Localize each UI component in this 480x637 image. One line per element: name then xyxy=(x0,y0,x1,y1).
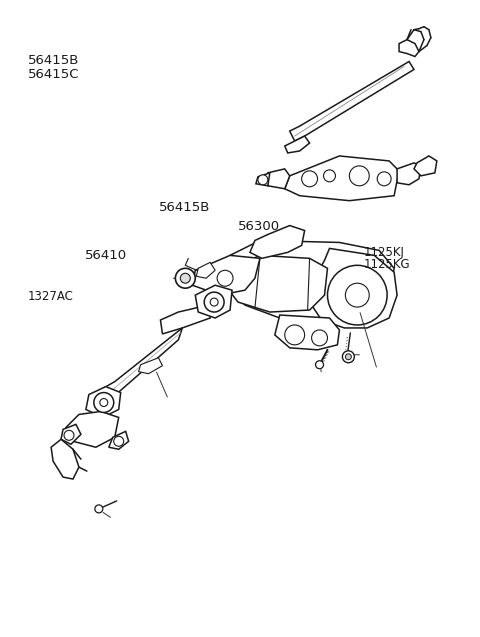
Circle shape xyxy=(114,436,124,447)
Circle shape xyxy=(285,325,305,345)
Polygon shape xyxy=(66,412,119,447)
Polygon shape xyxy=(160,305,210,334)
Text: 1125KG: 1125KG xyxy=(364,258,411,271)
Circle shape xyxy=(346,283,369,307)
Circle shape xyxy=(342,351,354,362)
Circle shape xyxy=(258,175,268,185)
Polygon shape xyxy=(61,424,81,444)
Circle shape xyxy=(315,361,324,369)
Circle shape xyxy=(94,392,114,412)
Polygon shape xyxy=(109,431,129,449)
Circle shape xyxy=(301,171,318,187)
Text: 1125KJ: 1125KJ xyxy=(364,245,405,259)
Circle shape xyxy=(327,265,387,325)
Polygon shape xyxy=(275,315,339,350)
Polygon shape xyxy=(101,328,182,401)
Polygon shape xyxy=(414,156,437,176)
Circle shape xyxy=(95,505,103,513)
Circle shape xyxy=(175,268,195,288)
Polygon shape xyxy=(192,255,260,295)
Polygon shape xyxy=(86,387,120,417)
Text: 56300: 56300 xyxy=(238,220,280,233)
Polygon shape xyxy=(256,173,270,186)
Polygon shape xyxy=(196,262,215,278)
Text: 56415B: 56415B xyxy=(28,54,79,68)
Polygon shape xyxy=(268,169,290,189)
Circle shape xyxy=(377,172,391,186)
Circle shape xyxy=(100,399,108,406)
Circle shape xyxy=(217,270,233,286)
Polygon shape xyxy=(51,440,79,479)
Text: 56415C: 56415C xyxy=(28,68,79,81)
Circle shape xyxy=(180,273,190,283)
Circle shape xyxy=(349,166,369,186)
Circle shape xyxy=(64,431,74,440)
Circle shape xyxy=(204,292,224,312)
Polygon shape xyxy=(195,285,232,318)
Circle shape xyxy=(346,354,351,360)
Polygon shape xyxy=(225,255,327,312)
Polygon shape xyxy=(399,39,419,57)
Polygon shape xyxy=(228,240,394,322)
Polygon shape xyxy=(285,136,310,153)
Polygon shape xyxy=(397,163,421,185)
Circle shape xyxy=(324,170,336,182)
Circle shape xyxy=(210,298,218,306)
Polygon shape xyxy=(285,156,399,201)
Text: 1327AC: 1327AC xyxy=(28,290,73,303)
Text: 56415B: 56415B xyxy=(159,201,210,214)
Polygon shape xyxy=(312,248,397,328)
Polygon shape xyxy=(250,225,305,259)
Text: 56410: 56410 xyxy=(85,248,127,262)
Polygon shape xyxy=(139,358,162,374)
Polygon shape xyxy=(290,62,414,141)
Circle shape xyxy=(312,330,327,346)
